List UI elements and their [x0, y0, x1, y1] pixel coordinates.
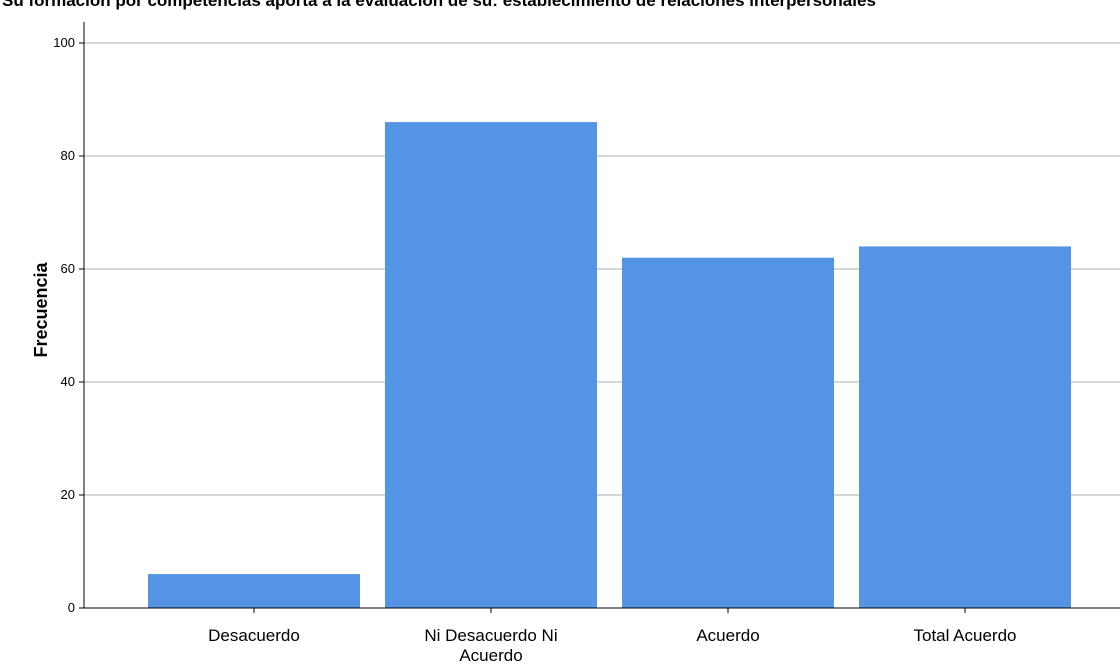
bars — [148, 122, 1071, 608]
y-axis-title: Frecuencia — [31, 261, 51, 357]
y-tick-label: 80 — [61, 148, 75, 163]
x-category-label: Acuerdo — [696, 626, 759, 645]
y-tick-label: 60 — [61, 261, 75, 276]
x-category-label: Ni Desacuerdo Ni — [424, 626, 557, 645]
y-tick-label: 20 — [61, 487, 75, 502]
bar — [148, 574, 360, 608]
axes — [83, 22, 1120, 613]
x-category-label: Acuerdo — [459, 646, 522, 665]
y-tick-label: 100 — [53, 35, 75, 50]
y-tick-label: 0 — [68, 600, 75, 615]
y-tick-label: 40 — [61, 374, 75, 389]
x-category-label: Desacuerdo — [208, 626, 300, 645]
bar — [385, 122, 597, 608]
x-category-label: Total Acuerdo — [913, 626, 1016, 645]
bar — [859, 246, 1071, 608]
chart-title: Su formación por competencias aporta a l… — [2, 0, 876, 10]
y-tick-labels: 0 20 40 60 80 100 — [53, 35, 75, 615]
bar — [622, 257, 834, 608]
x-category-labels: Desacuerdo Ni Desacuerdo NiAcuerdoAcuerdo… — [208, 626, 1016, 665]
